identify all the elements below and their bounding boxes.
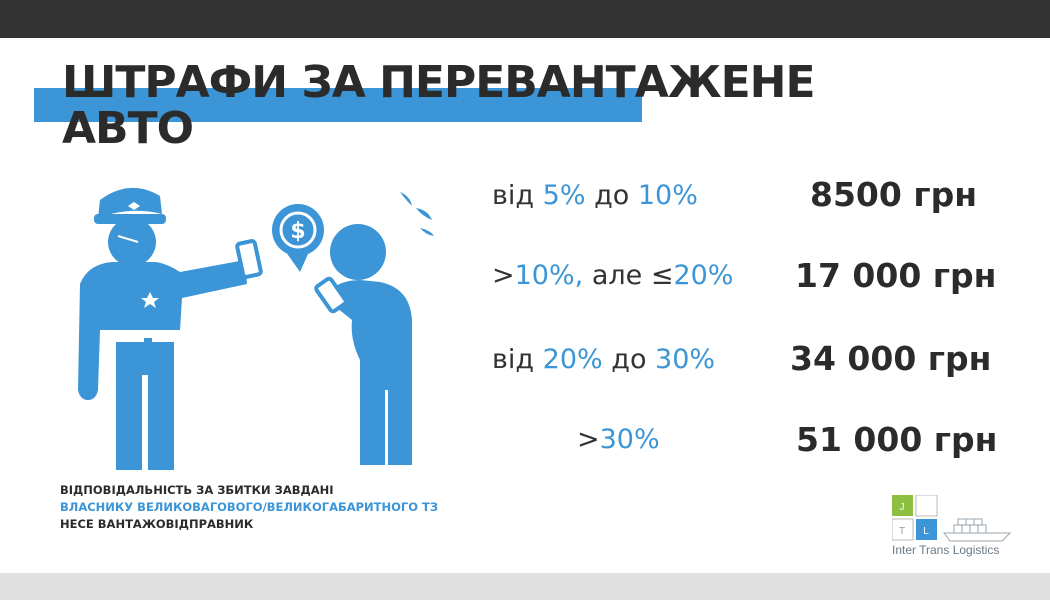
bottom-bar (0, 573, 1050, 600)
svg-text:J: J (900, 502, 905, 513)
policeman-fining-driver-icon: $ (78, 187, 434, 470)
liability-note: ВІДПОВІДАЛЬНІСТЬ ЗА ЗБИТКИ ЗАВДАНІ ВЛАСН… (60, 482, 438, 533)
title-accent-bar (34, 88, 642, 122)
svg-text:T: T (899, 526, 905, 537)
fine-range-4: >30% (577, 424, 660, 455)
police-hat-icon (98, 187, 162, 218)
note-line-2: ВЛАСНИКУ ВЕЛИКОВАГОВОГО/ВЕЛИКОГАБАРИТНОГ… (60, 500, 439, 514)
top-bar (0, 0, 1050, 38)
logo-text: Inter Trans Logistics (892, 543, 1000, 557)
fine-range-1: від 5% до 10% (492, 180, 698, 211)
fine-amount-1: 8500 грн (810, 175, 977, 214)
note-line-1: ВІДПОВІДАЛЬНІСТЬ ЗА ЗБИТКИ ЗАВДАНІ (60, 483, 334, 497)
title-line-1: ШТРАФИ ЗА ПЕРЕВАНТАЖЕНЕ (62, 57, 816, 108)
fine-amount-3: 34 000 грн (790, 339, 992, 378)
dollar-icon: $ (290, 219, 305, 244)
page-title: ШТРАФИ ЗА ПЕРЕВАНТАЖЕНЕ АВТО (62, 57, 816, 154)
svg-text:L: L (923, 526, 929, 537)
fine-amount-2: 17 000 грн (795, 256, 997, 295)
fine-range-3: від 20% до 30% (492, 344, 716, 375)
fine-amount-4: 51 000 грн (796, 420, 998, 459)
fine-range-2: >10%, але ≤20% (492, 260, 734, 291)
title-line-2: АВТО (62, 103, 194, 154)
ship-icon (943, 518, 1012, 542)
company-logo: J T L (892, 495, 1012, 542)
note-line-3: НЕСЕ ВАНТАЖОВІДПРАВНИК (60, 517, 254, 531)
